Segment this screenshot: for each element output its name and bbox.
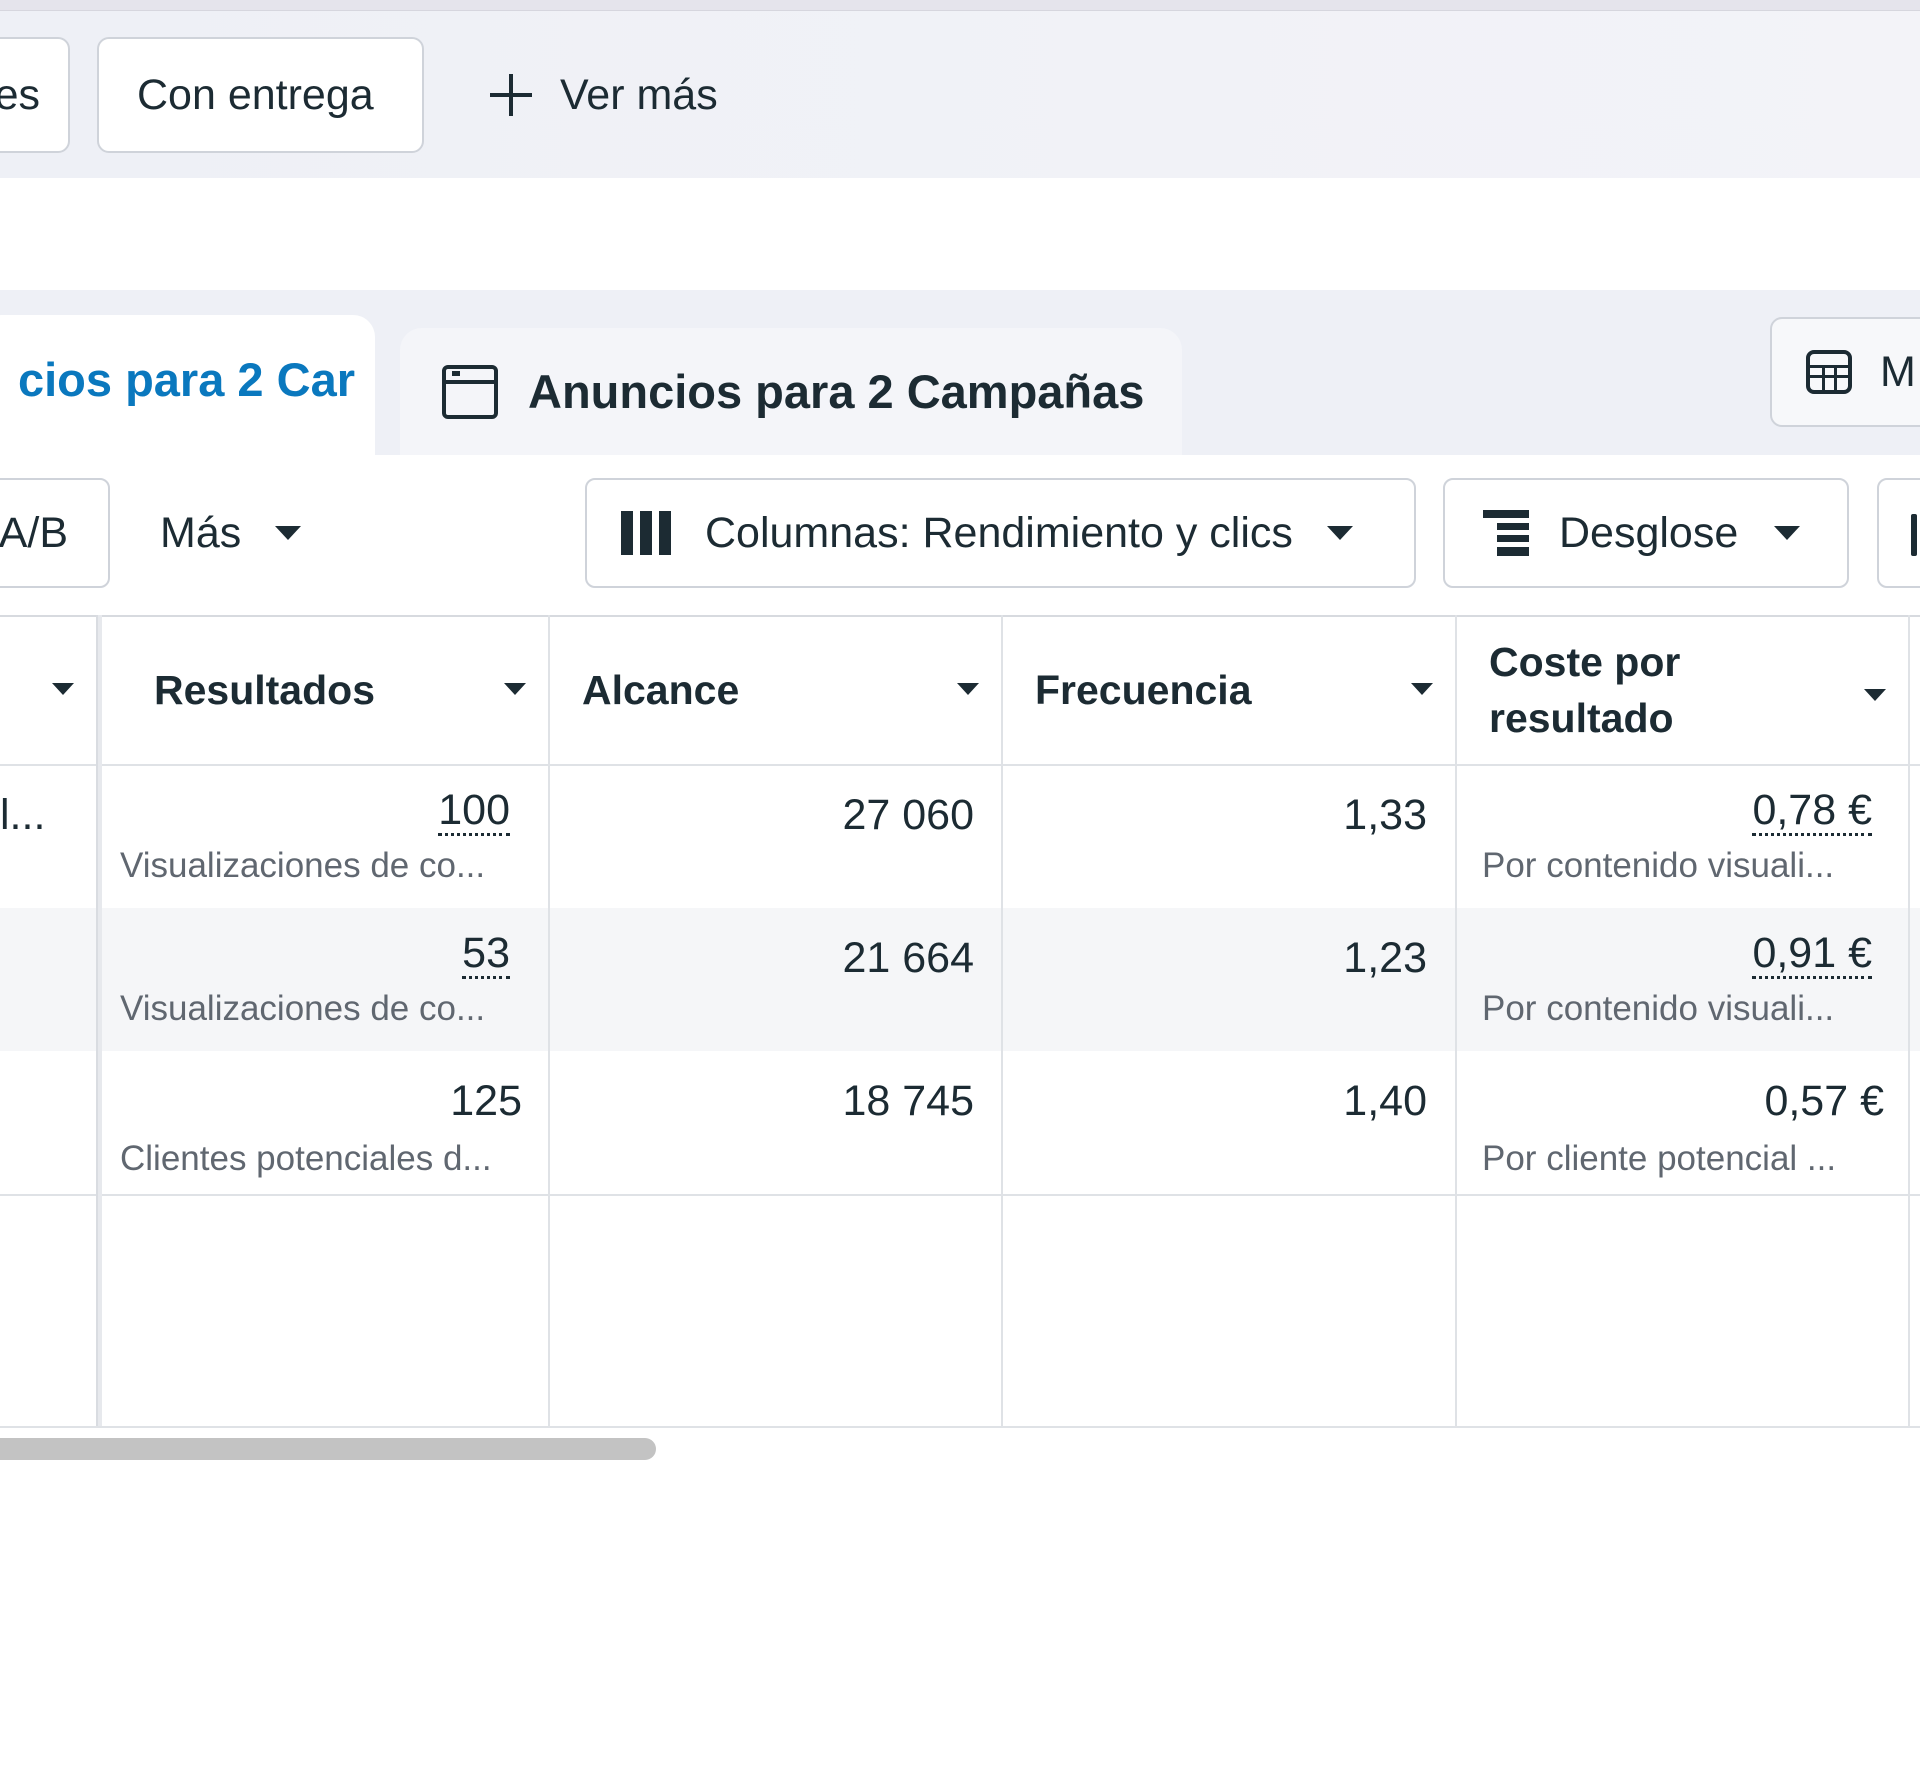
table-bottom-border bbox=[0, 1426, 1920, 1428]
filter-chip-delivery-label: Con entrega bbox=[137, 71, 374, 119]
chevron-down-icon bbox=[1774, 526, 1801, 540]
header-frequency[interactable]: Frecuencia bbox=[1003, 615, 1455, 765]
breakdown-dropdown[interactable]: Desglose bbox=[1443, 478, 1849, 588]
table-cell-name[interactable]: l... bbox=[0, 787, 45, 843]
header-cost-per-result[interactable]: Coste por resultado bbox=[1457, 615, 1908, 765]
chevron-down-icon bbox=[1864, 689, 1886, 701]
filter-strip: es Con entrega Ver más bbox=[0, 0, 1920, 178]
results-value[interactable]: 100 bbox=[438, 786, 510, 836]
column-divider bbox=[1001, 615, 1003, 1428]
frequency-value: 1,40 bbox=[1343, 1077, 1427, 1125]
table-cell-reach: 18 745 bbox=[560, 1073, 974, 1129]
reach-value: 27 060 bbox=[842, 791, 974, 839]
filter-chip-partial-label: es bbox=[0, 71, 40, 119]
table-grid-icon bbox=[1806, 350, 1852, 394]
columns-dropdown[interactable]: Columnas: Rendimiento y clics bbox=[585, 478, 1416, 588]
table-cell-frequency: 1,23 bbox=[1013, 930, 1427, 986]
breakdown-label: Desglose bbox=[1559, 508, 1739, 557]
header-cost-line1: Coste por bbox=[1489, 639, 1681, 685]
column-divider bbox=[1455, 615, 1457, 1428]
table-cell-frequency: 1,40 bbox=[1013, 1073, 1427, 1129]
frozen-column-edge bbox=[96, 615, 102, 1428]
cost-value[interactable]: 0,91 € bbox=[1752, 929, 1872, 979]
row-name-partial: l... bbox=[0, 791, 46, 839]
row-divider bbox=[0, 1194, 1920, 1196]
table-cell-results: 53 Visualizaciones de co... bbox=[120, 930, 510, 1031]
cost-value: 0,57 € bbox=[1764, 1077, 1884, 1125]
table-cell-results: 125 Clientes potenciales d... bbox=[120, 1073, 522, 1181]
top-divider bbox=[0, 0, 1920, 11]
results-value[interactable]: 53 bbox=[462, 929, 510, 979]
tab-ads[interactable]: Anuncios para 2 Campañas bbox=[400, 328, 1182, 455]
ad-window-icon bbox=[442, 364, 498, 419]
columns-label: Columnas: Rendimiento y clics bbox=[705, 508, 1293, 557]
column-divider bbox=[1908, 615, 1910, 1428]
header-results-label: Resultados bbox=[154, 667, 375, 713]
column-divider bbox=[548, 615, 550, 1428]
table-row-highlight bbox=[0, 908, 1920, 1051]
header-frequency-label: Frecuencia bbox=[1035, 667, 1252, 713]
tab-ad-sets[interactable]: cios para 2 Car bbox=[0, 315, 375, 455]
table-cell-cost: 0,91 € Por contenido visuali... bbox=[1482, 930, 1872, 1031]
frequency-value: 1,33 bbox=[1343, 791, 1427, 839]
results-sub: Visualizaciones de co... bbox=[120, 846, 486, 885]
results-value: 125 bbox=[450, 1077, 522, 1125]
table-view-label: M bbox=[1880, 347, 1916, 396]
header-reach-label: Alcance bbox=[582, 667, 740, 713]
ab-test-button[interactable]: A/B bbox=[0, 478, 110, 588]
header-reach[interactable]: Alcance bbox=[550, 615, 1001, 765]
tab-ad-sets-label: cios para 2 Car bbox=[17, 353, 355, 406]
results-sub: Visualizaciones de co... bbox=[120, 989, 486, 1028]
chevron-down-icon bbox=[1326, 526, 1353, 540]
cost-sub: Por cliente potencial ... bbox=[1482, 1139, 1837, 1178]
reach-value: 21 664 bbox=[842, 934, 974, 982]
table-cell-cost: 0,57 € Por cliente potencial ... bbox=[1482, 1073, 1884, 1181]
toolbar-partial-button[interactable] bbox=[1877, 478, 1920, 588]
table-cell-reach: 27 060 bbox=[560, 787, 974, 843]
reach-value: 18 745 bbox=[842, 1077, 974, 1125]
header-cost-label: Coste por resultado bbox=[1489, 634, 1680, 746]
toolbar: A/B Más Columnas: Rendimiento y clics De… bbox=[0, 455, 1920, 615]
breakdown-icon bbox=[1483, 510, 1529, 556]
chevron-down-icon bbox=[957, 683, 979, 695]
table-cell-reach: 21 664 bbox=[560, 930, 974, 986]
chevron-down-icon bbox=[1411, 683, 1433, 695]
chevron-down-icon bbox=[52, 683, 74, 695]
horizontal-scrollbar[interactable] bbox=[0, 1438, 656, 1460]
columns-icon bbox=[621, 511, 671, 555]
frequency-value: 1,23 bbox=[1343, 934, 1427, 982]
table-cell-frequency: 1,33 bbox=[1013, 787, 1427, 843]
more-dropdown[interactable]: Más bbox=[160, 478, 302, 588]
see-more-button[interactable]: Ver más bbox=[488, 37, 718, 153]
header-cost-line2: resultado bbox=[1489, 695, 1674, 741]
cost-value[interactable]: 0,78 € bbox=[1752, 786, 1872, 836]
results-sub: Clientes potenciales d... bbox=[120, 1139, 492, 1178]
campaign-table: Resultados Alcance Frecuencia Coste por … bbox=[0, 615, 1920, 1428]
chevron-down-icon bbox=[275, 526, 302, 540]
table-top-border bbox=[0, 615, 1920, 617]
table-view-button[interactable]: M bbox=[1770, 317, 1920, 427]
header-divider bbox=[0, 764, 1920, 766]
header-partial[interactable] bbox=[0, 615, 96, 765]
more-label: Más bbox=[160, 508, 242, 557]
cost-sub: Por contenido visuali... bbox=[1482, 846, 1835, 885]
partial-button-icon bbox=[1911, 514, 1917, 556]
chevron-down-icon bbox=[504, 683, 526, 695]
ab-test-label: A/B bbox=[0, 508, 68, 557]
plus-icon bbox=[488, 72, 534, 118]
header-results[interactable]: Resultados bbox=[102, 615, 548, 765]
cost-sub: Por contenido visuali... bbox=[1482, 989, 1835, 1028]
table-cell-cost: 0,78 € Por contenido visuali... bbox=[1482, 787, 1872, 888]
see-more-label: Ver más bbox=[560, 70, 718, 119]
filter-chip-partial[interactable]: es bbox=[0, 37, 70, 153]
filter-chip-delivery[interactable]: Con entrega bbox=[97, 37, 424, 153]
tab-ads-label: Anuncios para 2 Campañas bbox=[528, 365, 1145, 418]
table-cell-results: 100 Visualizaciones de co... bbox=[120, 787, 510, 888]
